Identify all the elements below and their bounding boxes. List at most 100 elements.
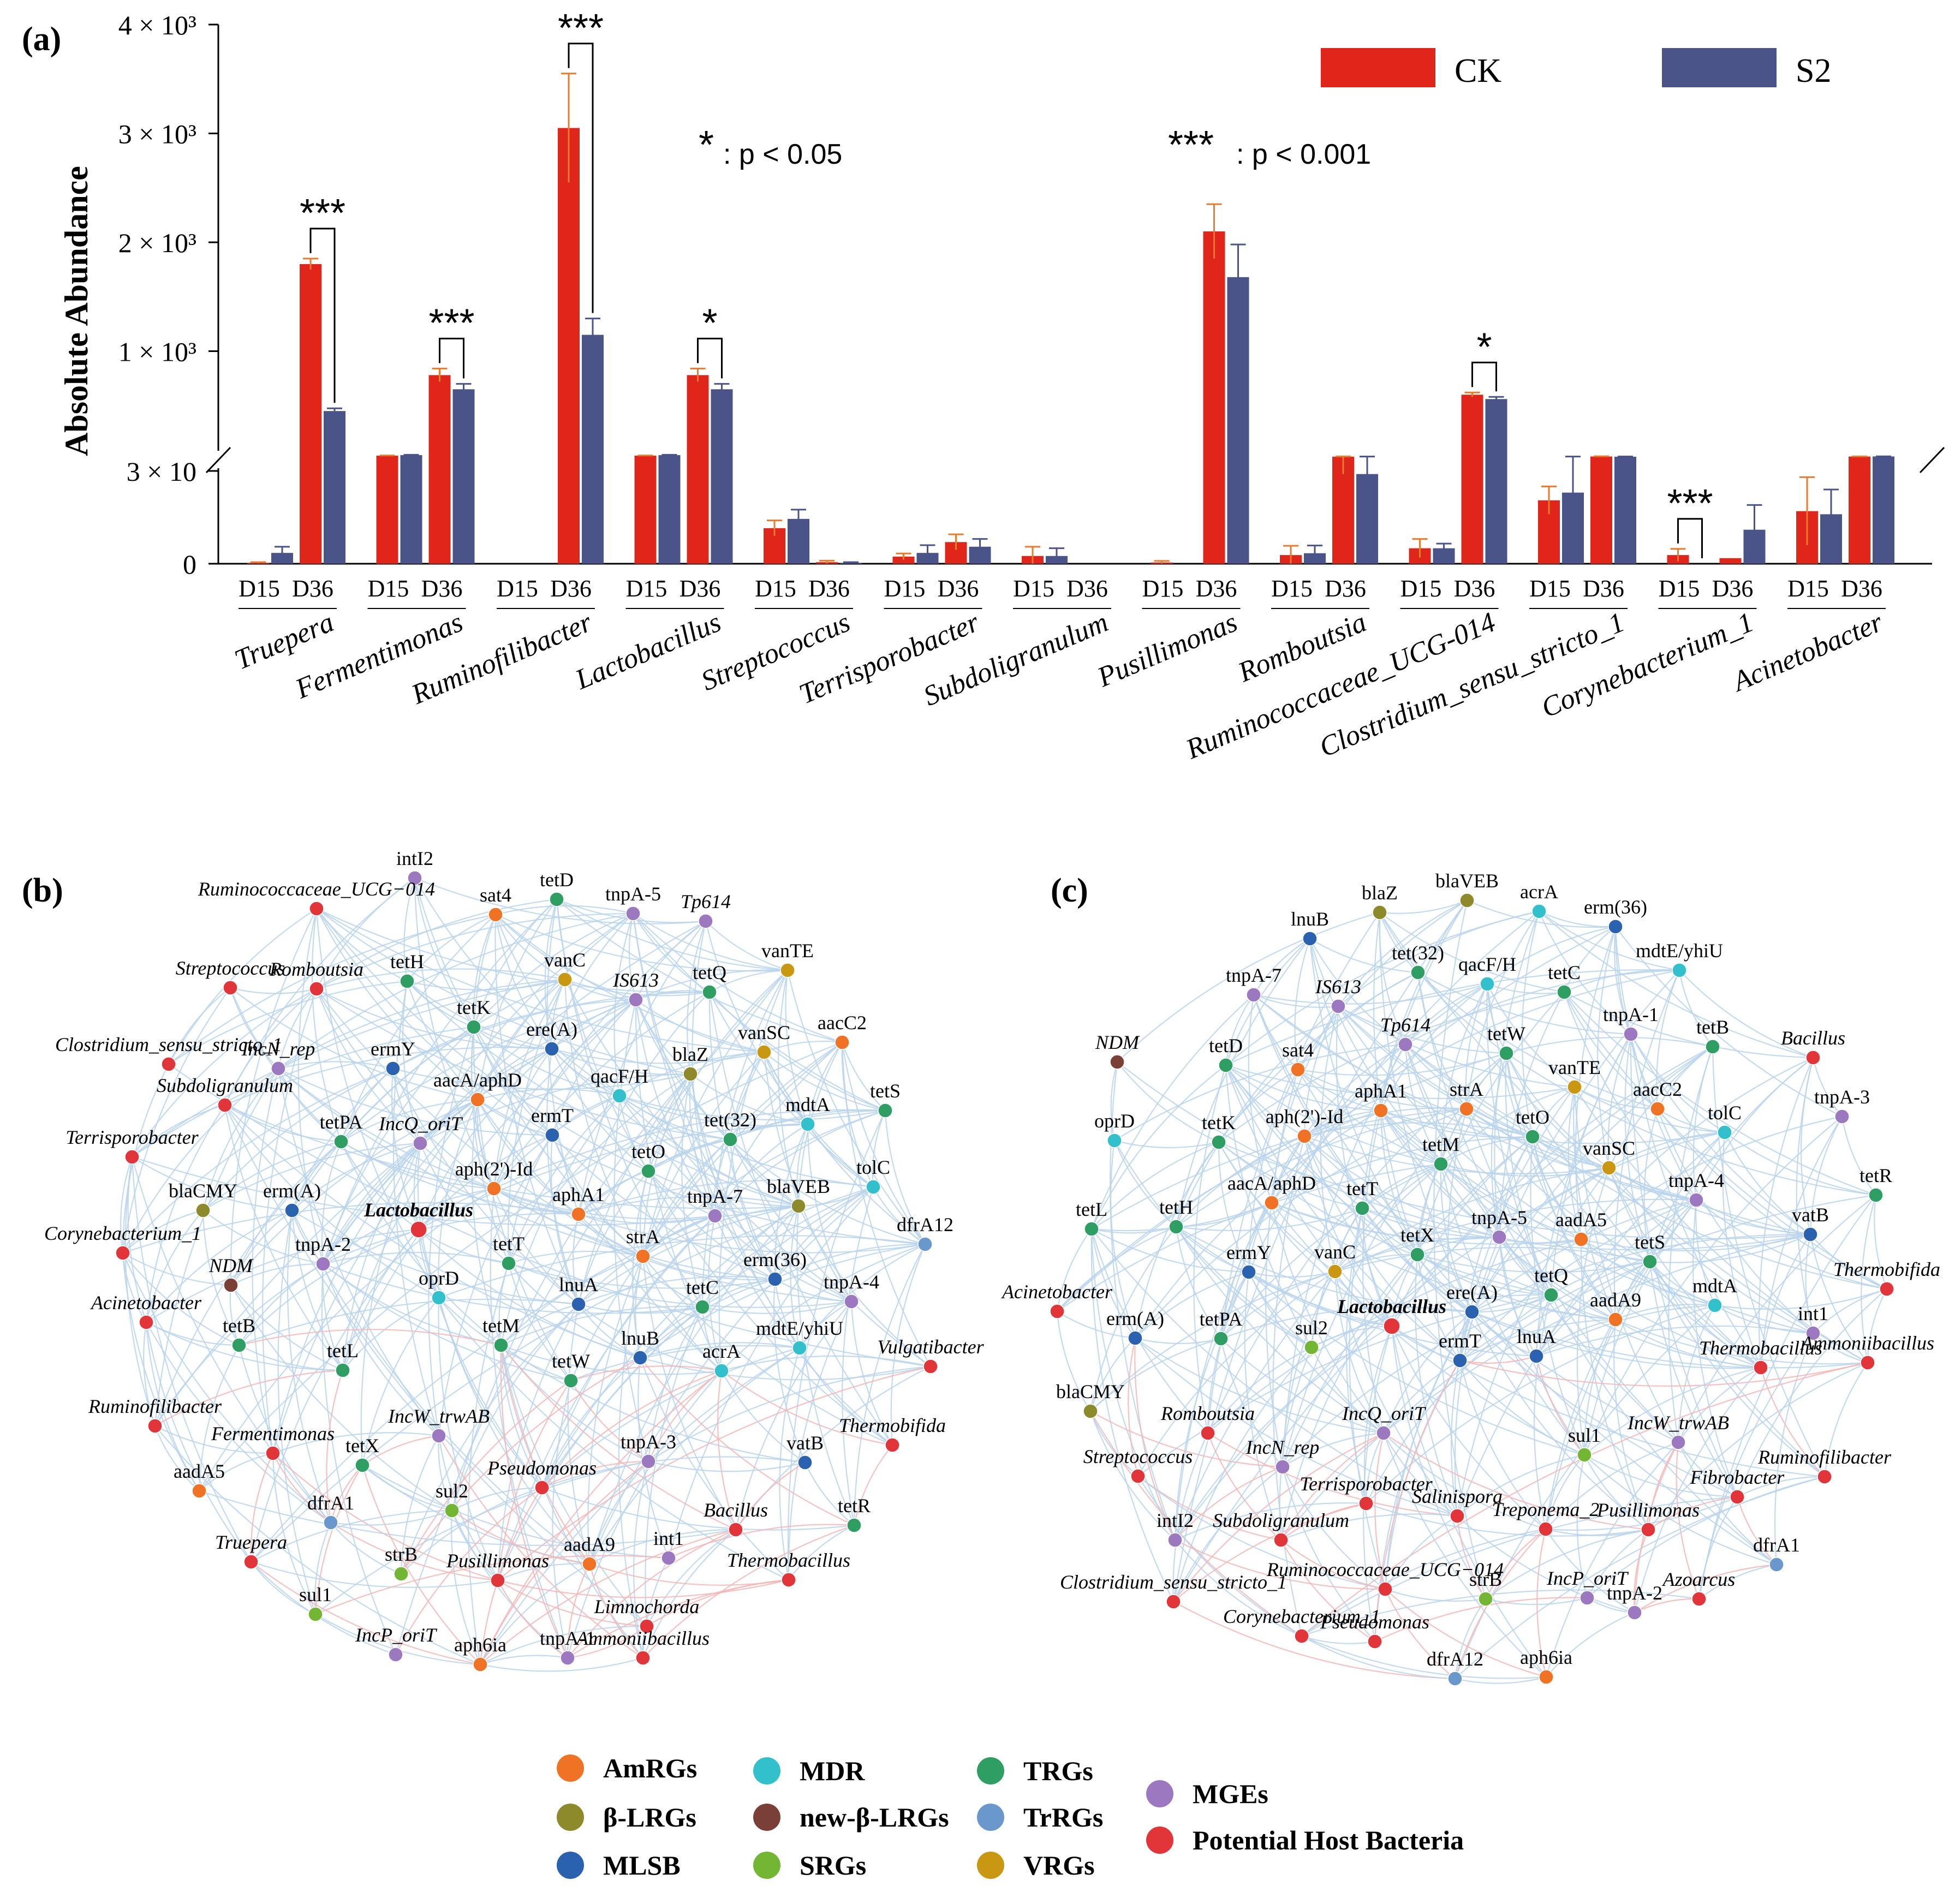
network-edge — [493, 1187, 716, 1220]
network-edge — [500, 1255, 643, 1346]
network-node — [410, 1221, 427, 1238]
network-node — [1705, 1039, 1720, 1054]
network-edge — [648, 1460, 806, 1472]
network-edge — [143, 1322, 156, 1426]
network-edge — [1551, 1261, 1650, 1296]
network-edge — [1459, 1359, 1868, 1387]
network-edge — [570, 1380, 649, 1462]
network-edge — [1294, 938, 1311, 1070]
network-edge — [1175, 1466, 1283, 1541]
network-node-label: Ammoniibacillus — [575, 1627, 710, 1649]
network-node-label: strA — [626, 1226, 660, 1248]
network-edge — [1417, 972, 1658, 1110]
network-node — [1050, 1304, 1065, 1319]
network-edge — [1379, 912, 1507, 1054]
network-edge — [1311, 1325, 1392, 1348]
network-node — [800, 1117, 815, 1132]
network-edge — [587, 1256, 644, 1565]
network-edge — [1633, 1529, 1649, 1613]
network-edge — [322, 1026, 474, 1264]
network-edge — [764, 1052, 886, 1112]
p05-text: : p < 0.05 — [723, 139, 842, 170]
network-edge — [714, 1215, 893, 1446]
network-edge — [633, 913, 788, 971]
network-edge — [798, 1205, 931, 1367]
network-edge — [500, 1305, 703, 1346]
network-edge — [497, 1215, 716, 1581]
network-edge — [497, 1304, 579, 1581]
x-sub-label-d36: D36 — [421, 575, 463, 602]
network-node-label: Streptococcus — [176, 957, 285, 979]
network-node — [1110, 1054, 1125, 1070]
network-edge — [493, 979, 565, 1189]
network-edge — [508, 1263, 641, 1359]
network-edge — [730, 1139, 931, 1367]
network-node-label: tnpA-7 — [1226, 964, 1282, 986]
network-edge — [323, 1213, 579, 1265]
y-ticks: 0 3 × 10 1 × 10³ 2 × 10³ 3 × 10³ 4 × 10³ — [118, 10, 218, 580]
significance-star: *** — [1667, 482, 1713, 526]
network-edge — [508, 1250, 643, 1264]
category-legend: AmRGs β-LRGs MLSB MDR new-β-LRGs SRGs TRGs TrRG… — [557, 1753, 1464, 1881]
network-node-label: blaZ — [672, 1043, 708, 1065]
network-node — [385, 1061, 401, 1076]
network-node-label: ermY — [1226, 1242, 1271, 1263]
network-node-label: lnuA — [1517, 1326, 1556, 1347]
network-edge — [1584, 1454, 1738, 1498]
network-edge — [787, 1110, 886, 1580]
network-edge — [473, 914, 497, 1100]
network-edge — [508, 1263, 571, 1381]
network-node-label: IncP_oriT — [1546, 1567, 1629, 1589]
network-node — [1304, 1340, 1319, 1355]
network-node — [571, 1207, 586, 1222]
network-node-label: strB — [385, 1543, 418, 1565]
network-edge — [1334, 1163, 1441, 1272]
network-edge — [1207, 1272, 1249, 1434]
network-node — [1130, 1469, 1146, 1484]
network-node — [473, 1657, 488, 1672]
x-sub-label-d15: D15 — [626, 575, 667, 602]
network-edge — [1698, 1496, 1738, 1599]
network-node — [1211, 1135, 1226, 1150]
network-edge — [619, 1095, 799, 1207]
network-edge — [618, 1256, 644, 1658]
network-node-label: Thermobifida — [839, 1414, 946, 1436]
network-node — [781, 1572, 796, 1587]
network-edge — [1137, 1476, 1302, 1637]
network-edge — [546, 899, 580, 1215]
network-edge — [807, 1124, 852, 1302]
network-node-label: tetO — [631, 1141, 665, 1162]
network-edge — [1545, 1261, 1650, 1530]
network-edge — [708, 992, 893, 1446]
significance-bracket — [1471, 361, 1497, 392]
network-edge — [1193, 1065, 1227, 1434]
network-node — [917, 1237, 933, 1252]
network-node-label: oprD — [1094, 1110, 1135, 1132]
network-edge — [239, 1329, 502, 1346]
network-edge — [1253, 994, 1339, 1008]
network-edge — [438, 1235, 926, 1299]
network-edge — [508, 1095, 620, 1264]
network-edge — [541, 1456, 806, 1489]
network-node — [1410, 1247, 1425, 1262]
network-edge — [1220, 1272, 1249, 1339]
x-sub-label-d36: D36 — [1583, 575, 1624, 602]
network-node-label: blaCMY — [1056, 1381, 1125, 1402]
network-edge — [1363, 1326, 1393, 1642]
network-node-label: erm(36) — [1584, 896, 1647, 918]
bar — [428, 375, 451, 564]
network-node-label: ere(A) — [1446, 1281, 1498, 1303]
network-node — [1241, 1264, 1256, 1280]
legend-dot — [557, 1804, 584, 1831]
network-node-label: dfrA12 — [1427, 1648, 1483, 1670]
network-edge — [709, 992, 886, 1112]
legend-dot — [557, 1754, 584, 1782]
network-edge — [132, 1156, 293, 1211]
network-edge — [1089, 1226, 1177, 1412]
network-edge — [1584, 1454, 1777, 1566]
network-edge — [1128, 1338, 1139, 1477]
network-node — [557, 972, 573, 987]
x-sub-label-d36: D36 — [1325, 575, 1366, 602]
network-edge — [618, 1095, 649, 1172]
network-node — [1166, 1594, 1181, 1609]
